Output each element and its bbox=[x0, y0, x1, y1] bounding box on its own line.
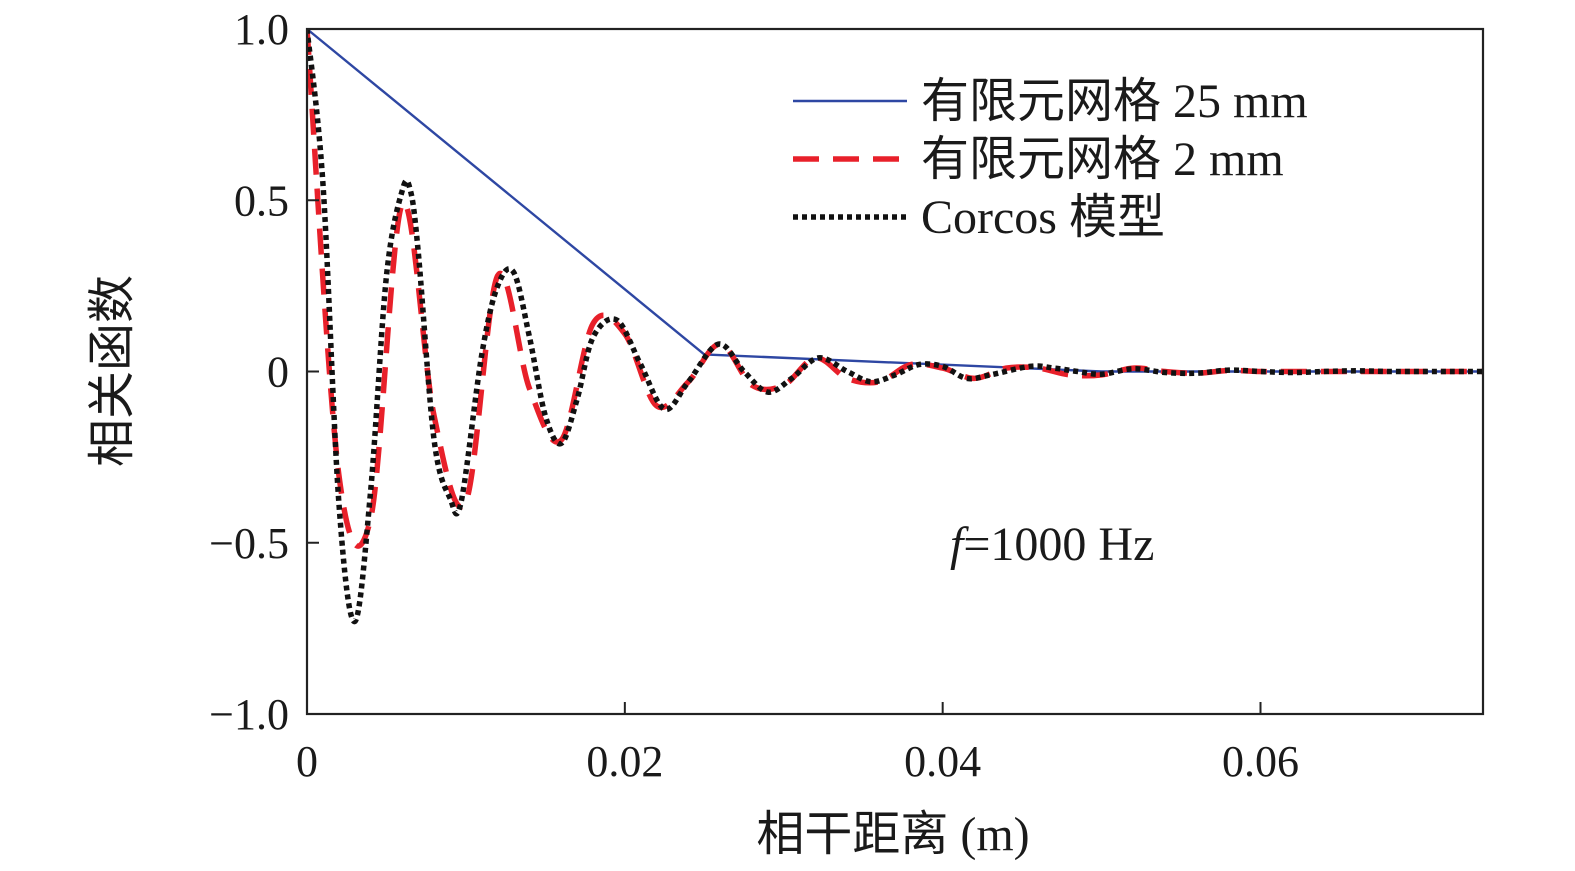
frequency-value: =1000 Hz bbox=[963, 518, 1154, 571]
plot-lines bbox=[307, 28, 1483, 625]
y-tick-label: 0.5 bbox=[234, 176, 289, 225]
series-corcos-line bbox=[307, 28, 1483, 625]
axis-ticks: 0 0.02 0.04 0.06 −1.0 −0.5 0 0.5 1.0 bbox=[209, 5, 1299, 786]
x-tick-label: 0.06 bbox=[1222, 737, 1299, 786]
y-tick-label: 0 bbox=[267, 348, 289, 397]
y-tick-label: 1.0 bbox=[234, 5, 289, 54]
x-tick-label: 0 bbox=[296, 737, 318, 786]
series-fem-2mm-legend-label: 有限元网格 2 mm bbox=[921, 133, 1284, 186]
x-tick-label: 0.04 bbox=[904, 737, 981, 786]
series-corcos-legend-label: Corcos 模型 bbox=[921, 191, 1165, 244]
x-tick-label: 0.02 bbox=[586, 737, 663, 786]
series-fem-25mm-legend-label: 有限元网格 25 mm bbox=[921, 75, 1308, 128]
frequency-annotation: f=1000 Hz bbox=[950, 518, 1154, 571]
y-tick-label: −1.0 bbox=[209, 690, 289, 739]
y-tick-label: −0.5 bbox=[209, 519, 289, 568]
y-axis-label: 相关函数 bbox=[86, 275, 139, 467]
x-axis-label: 相干距离 (m) bbox=[756, 808, 1029, 861]
